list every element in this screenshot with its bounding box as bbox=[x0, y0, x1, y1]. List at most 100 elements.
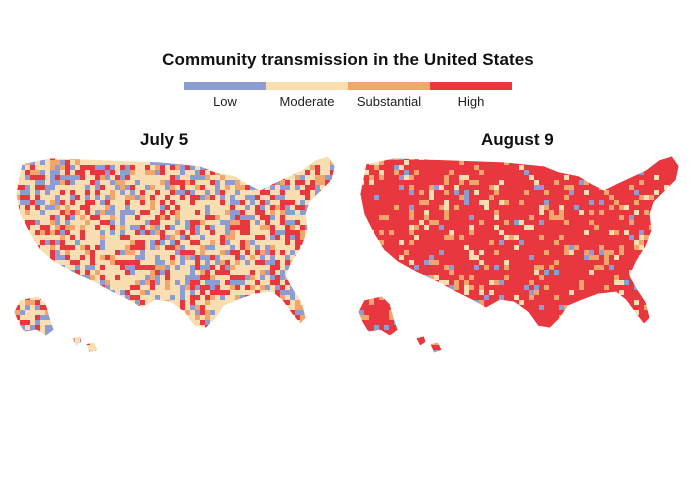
county-cell-low bbox=[15, 240, 20, 245]
county-cell-moderate bbox=[235, 245, 240, 250]
county-cell-high bbox=[609, 185, 614, 190]
county-cell-high bbox=[464, 230, 469, 235]
county-cell-moderate bbox=[290, 305, 295, 310]
county-cell-low bbox=[95, 195, 100, 200]
county-cell-high bbox=[549, 225, 554, 230]
county-cell-substantial bbox=[554, 215, 559, 220]
county-cell-moderate bbox=[235, 160, 240, 165]
county-cell-high bbox=[634, 156, 639, 160]
county-cell-high bbox=[399, 225, 404, 230]
county-cell-moderate bbox=[35, 355, 40, 360]
county-cell-moderate bbox=[280, 310, 285, 315]
county-cell-high bbox=[404, 185, 409, 190]
county-cell-high bbox=[604, 235, 609, 240]
county-cell-high bbox=[330, 215, 335, 220]
county-cell-substantial bbox=[100, 235, 105, 240]
county-cell-substantial bbox=[65, 205, 70, 210]
county-cell-high bbox=[30, 360, 35, 364]
county-cell-high bbox=[569, 240, 574, 245]
county-cell-high bbox=[195, 295, 200, 300]
county-cell-high bbox=[459, 250, 464, 255]
county-cell-high bbox=[564, 190, 569, 195]
county-cell-high bbox=[414, 220, 419, 225]
county-cell-high bbox=[674, 170, 679, 175]
county-cell-high bbox=[459, 220, 464, 225]
county-cell-high bbox=[524, 165, 529, 170]
county-cell-high bbox=[115, 250, 120, 255]
county-cell-high bbox=[404, 225, 409, 230]
county-cell-low bbox=[270, 255, 275, 260]
county-cell-low bbox=[145, 290, 150, 295]
county-cell-substantial bbox=[554, 295, 559, 300]
county-cell-low bbox=[180, 290, 185, 295]
county-cell-low bbox=[60, 320, 65, 325]
county-cell-low bbox=[110, 220, 115, 225]
county-cell-moderate bbox=[245, 325, 250, 330]
county-cell-moderate bbox=[484, 200, 489, 205]
county-cell-substantial bbox=[35, 170, 40, 175]
county-cell-low bbox=[529, 255, 534, 260]
county-cell-high bbox=[684, 210, 689, 215]
county-cell-moderate bbox=[60, 185, 65, 190]
county-cell-moderate bbox=[140, 235, 145, 240]
county-cell-moderate bbox=[205, 235, 210, 240]
county-cell-low bbox=[599, 165, 604, 170]
county-cell-high bbox=[389, 180, 394, 185]
county-cell-moderate bbox=[200, 190, 205, 195]
county-cell-moderate bbox=[180, 240, 185, 245]
county-cell-moderate bbox=[135, 345, 140, 350]
county-cell-high bbox=[414, 160, 419, 165]
county-cell-low bbox=[340, 275, 345, 280]
county-cell-low bbox=[35, 290, 40, 295]
county-cell-high bbox=[674, 220, 679, 225]
county-cell-high bbox=[235, 275, 240, 280]
county-cell-moderate bbox=[364, 275, 369, 280]
county-cell-high bbox=[664, 170, 669, 175]
county-cell-high bbox=[479, 270, 484, 275]
county-cell-low bbox=[260, 340, 265, 345]
county-cell-low bbox=[340, 200, 345, 205]
county-cell-moderate bbox=[15, 190, 20, 195]
county-cell-moderate bbox=[70, 250, 75, 255]
county-cell-high bbox=[479, 185, 484, 190]
county-cell-low bbox=[609, 180, 614, 185]
county-cell-moderate bbox=[40, 190, 45, 195]
county-cell-high bbox=[25, 320, 30, 325]
county-cell-high bbox=[190, 300, 195, 305]
county-cell-high bbox=[574, 180, 579, 185]
county-cell-high bbox=[439, 190, 444, 195]
county-cell-low bbox=[105, 170, 110, 175]
county-cell-high bbox=[389, 250, 394, 255]
county-cell-substantial bbox=[105, 295, 110, 300]
county-cell-high bbox=[444, 156, 449, 160]
county-cell-moderate bbox=[180, 350, 185, 353]
county-cell-moderate bbox=[255, 230, 260, 235]
county-cell-high bbox=[614, 295, 619, 300]
county-cell-high bbox=[394, 160, 399, 165]
county-cell-high bbox=[614, 205, 619, 210]
county-cell-high bbox=[160, 335, 165, 340]
county-cell-high bbox=[389, 185, 394, 190]
county-cell-high bbox=[484, 255, 489, 260]
county-cell-high bbox=[489, 150, 494, 155]
county-cell-moderate bbox=[20, 235, 25, 240]
county-cell-moderate bbox=[180, 200, 185, 205]
county-cell-substantial bbox=[200, 335, 205, 340]
county-cell-high bbox=[444, 255, 449, 260]
county-cell-low bbox=[335, 175, 340, 180]
county-cell-high bbox=[594, 160, 599, 165]
county-cell-high bbox=[429, 245, 434, 250]
county-cell-moderate bbox=[330, 285, 335, 290]
county-cell-high bbox=[245, 250, 250, 255]
county-cell-high bbox=[25, 170, 30, 175]
county-cell-high bbox=[389, 295, 394, 300]
county-cell-moderate bbox=[140, 275, 145, 280]
county-cell-moderate bbox=[325, 160, 330, 165]
county-cell-high bbox=[489, 215, 494, 220]
county-cell-moderate bbox=[35, 250, 40, 255]
county-cell-moderate bbox=[40, 260, 45, 265]
county-cell-high bbox=[358, 195, 359, 200]
county-cell-moderate bbox=[75, 250, 80, 255]
county-cell-high bbox=[75, 195, 80, 200]
county-cell-moderate bbox=[335, 295, 340, 300]
